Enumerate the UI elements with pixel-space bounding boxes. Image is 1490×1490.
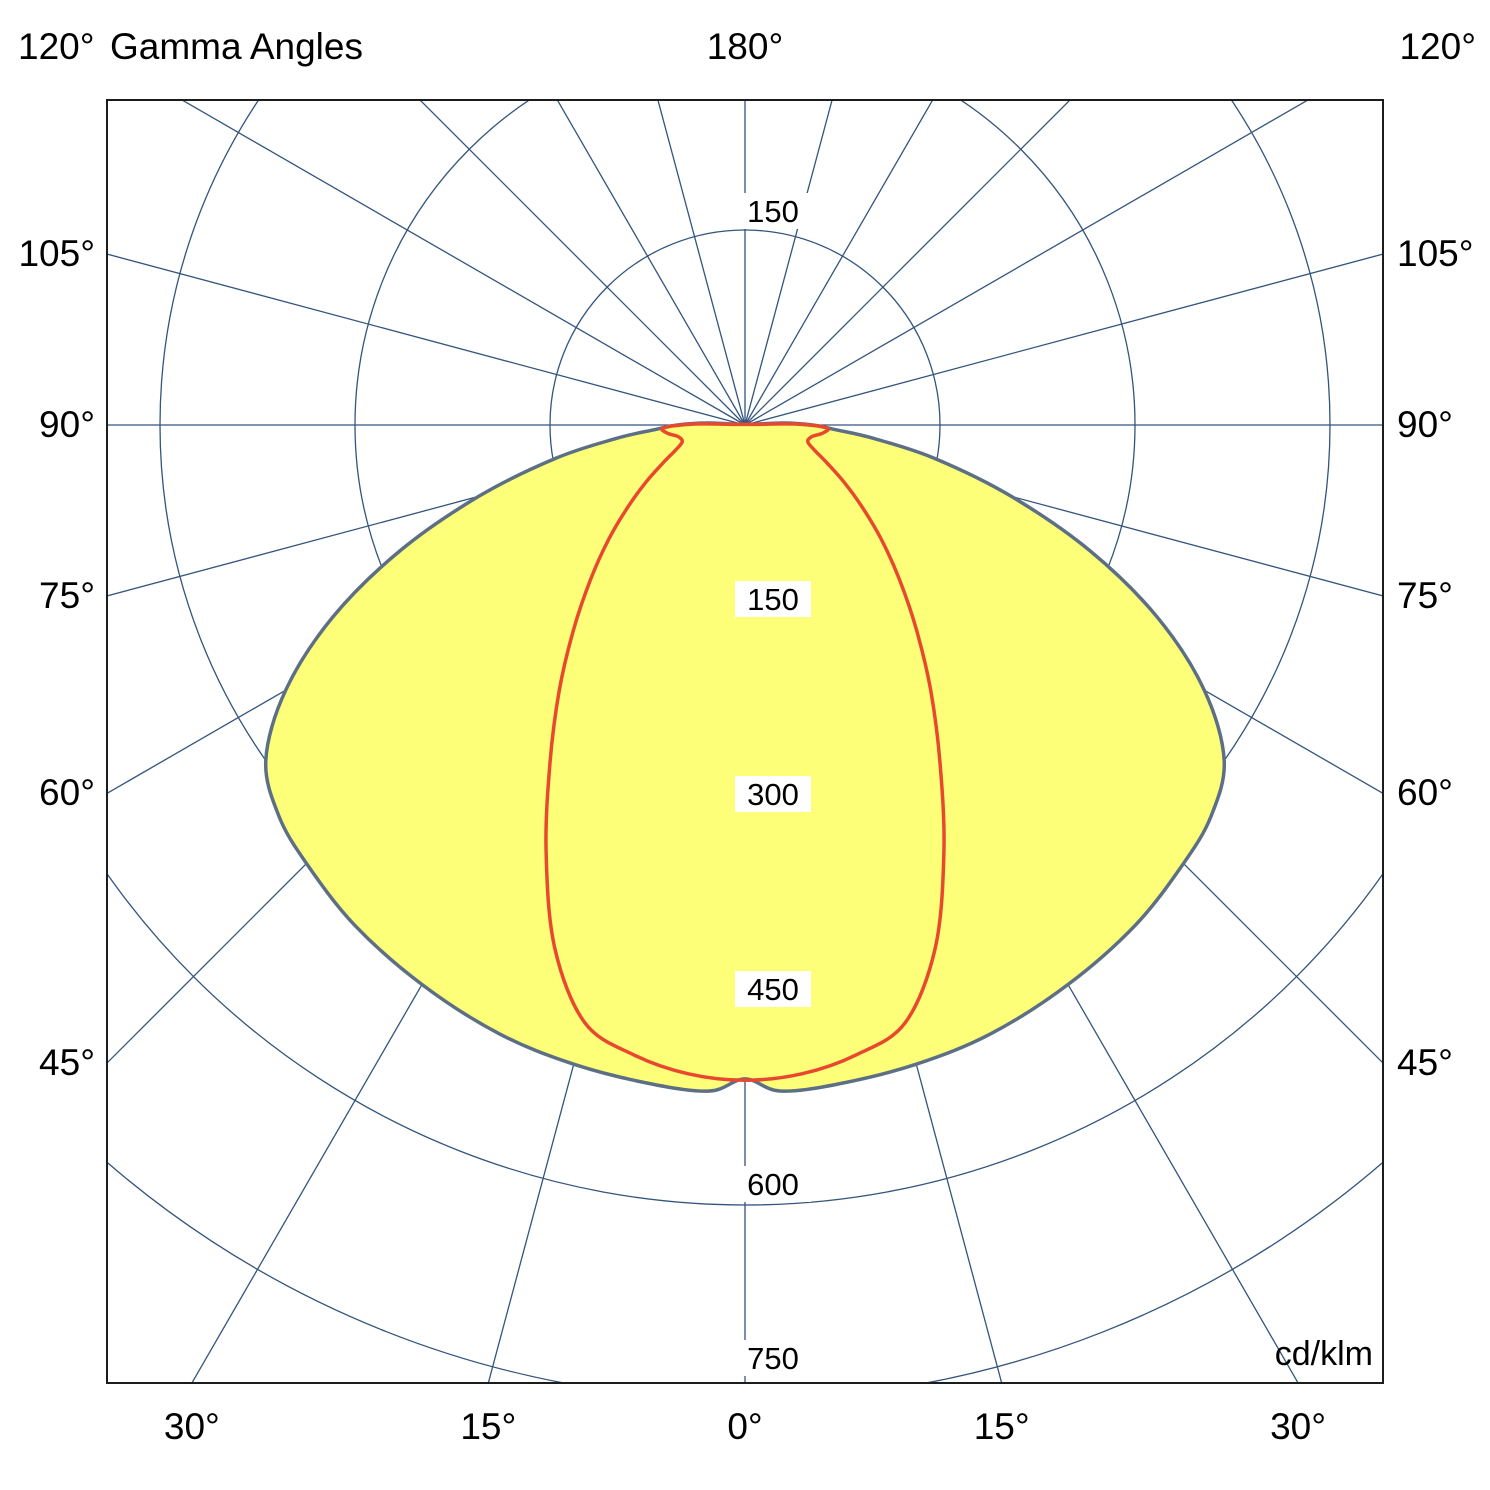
angle-label-corner-left-120: 120° xyxy=(18,26,95,67)
ring-labels: 150 300 450 600 750 150 xyxy=(735,193,811,1376)
grid-radial-105deg xyxy=(744,253,1383,426)
angle-label-right-75: 75° xyxy=(1397,574,1453,616)
angle-label-left-45: 45° xyxy=(39,1042,95,1083)
angle-label-right-60: 60° xyxy=(1397,772,1453,814)
grid-radial-120deg xyxy=(744,100,1310,426)
angle-label-bottom-4: 30° xyxy=(1270,1406,1327,1447)
intensity-curves xyxy=(264,421,1226,1093)
ring-label-750: 750 xyxy=(747,1341,799,1376)
angle-label-top-180: 180° xyxy=(706,26,784,67)
ring-label-bg xyxy=(735,776,811,812)
ring-label-600: 600 xyxy=(747,1167,799,1202)
grid-radial-210deg xyxy=(556,100,746,426)
grid-radial-195deg xyxy=(657,100,746,426)
unit-label: cd/klm xyxy=(1275,1335,1373,1373)
angle-label-right-105: 105° xyxy=(1397,233,1474,275)
grid-radial-225deg xyxy=(419,100,746,426)
angle-label-bottom-0: 30° xyxy=(163,1406,220,1447)
ring-label-150: 150 xyxy=(747,582,799,617)
angle-label-right-45: 45° xyxy=(1397,1042,1453,1083)
angle-label-left-90: 90° xyxy=(39,404,95,445)
grid-radial-165deg xyxy=(744,100,833,426)
ring-label-top-150: 150 xyxy=(747,194,799,229)
angle-label-right-90: 90° xyxy=(1397,404,1453,445)
ring-label-bg xyxy=(735,971,811,1007)
grid-radial-150deg xyxy=(744,100,934,426)
angle-label-bottom-1: 15° xyxy=(460,1406,517,1447)
ring-label-bg xyxy=(735,1340,811,1376)
chart-title: Gamma Angles xyxy=(110,26,363,67)
grid-radial-135deg xyxy=(744,100,1071,426)
ring-label-450: 450 xyxy=(747,972,799,1007)
angle-label-left-105: 105° xyxy=(18,233,95,275)
angle-label-bottom-3: 15° xyxy=(973,1406,1030,1447)
curve-c90-c270 xyxy=(544,422,946,1082)
ring-label-bg xyxy=(735,193,811,229)
ring-label-300: 300 xyxy=(747,777,799,812)
grid-radial-255deg xyxy=(107,253,746,426)
angle-label-left-75: 75° xyxy=(39,574,95,616)
grid-radial-240deg xyxy=(180,100,746,426)
angle-label-bottom-2: 0° xyxy=(727,1406,763,1447)
ring-label-bg xyxy=(735,1166,811,1202)
ring-label-bg xyxy=(735,581,811,617)
plot-border xyxy=(106,99,1384,1384)
angle-label-corner-right-120: 120° xyxy=(1399,26,1476,67)
angle-label-left-60: 60° xyxy=(39,772,95,814)
